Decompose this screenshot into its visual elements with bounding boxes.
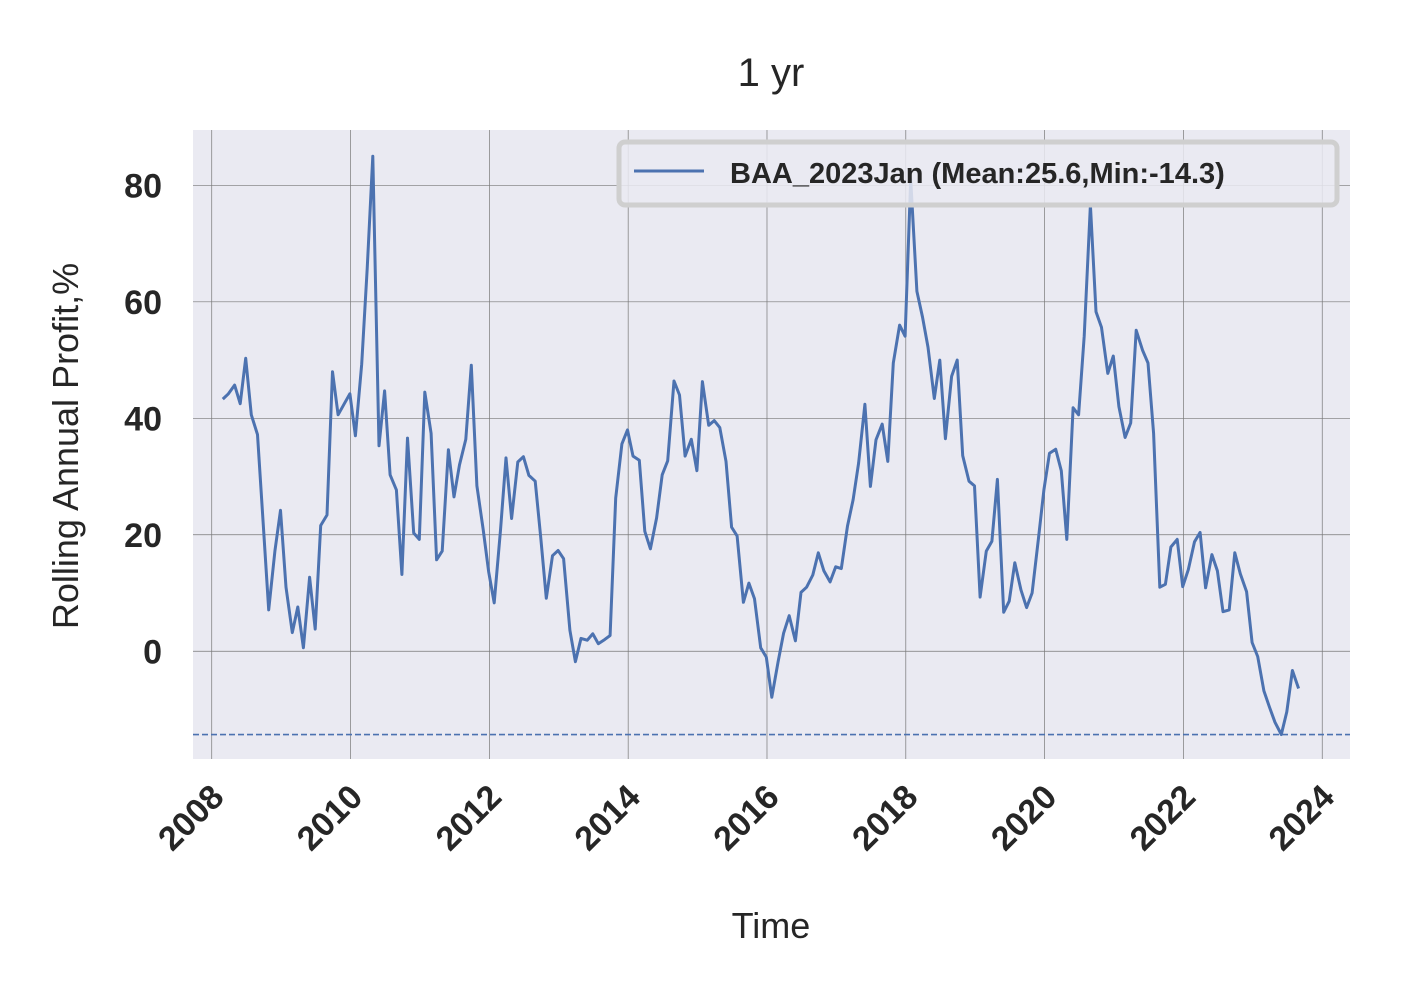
x-axis-ticks: 2008 2010 2012 2014 2016 2018 2020 2022 2024: [151, 778, 1342, 858]
x-tick-label: 2012: [429, 778, 509, 858]
x-tick-label: 2018: [845, 778, 925, 858]
x-tick-label: 2014: [567, 778, 647, 858]
series-line-0: [221, 154, 1301, 736]
y-tick-label: 20: [124, 517, 162, 555]
y-tick-label: 60: [124, 284, 162, 322]
x-tick-label: 2008: [151, 778, 231, 858]
x-tick-label: 2024: [1262, 778, 1342, 858]
chart-title: 1 yr: [738, 51, 805, 95]
series-lines: [221, 154, 1301, 736]
y-tick-label: 80: [124, 167, 162, 205]
x-axis-label: Time: [732, 905, 811, 946]
legend-box: [616, 139, 1340, 208]
x-tick-label: 2022: [1123, 778, 1203, 858]
y-tick-label: 40: [124, 400, 162, 438]
y-axis-ticks: 0 20 40 60 80: [124, 167, 162, 671]
legend: BAA_2023Jan (Mean:25.6,Min:-14.3): [616, 139, 1340, 208]
y-tick-label: 0: [143, 633, 162, 671]
x-tick-label: 2010: [290, 778, 370, 858]
y-axis-label: Rolling Annual Profit,%: [45, 263, 86, 629]
x-tick-label: 2016: [706, 778, 786, 858]
x-tick-label: 2020: [984, 778, 1064, 858]
plot-area: [193, 130, 1350, 759]
legend-label: BAA_2023Jan (Mean:25.6,Min:-14.3): [730, 158, 1225, 190]
